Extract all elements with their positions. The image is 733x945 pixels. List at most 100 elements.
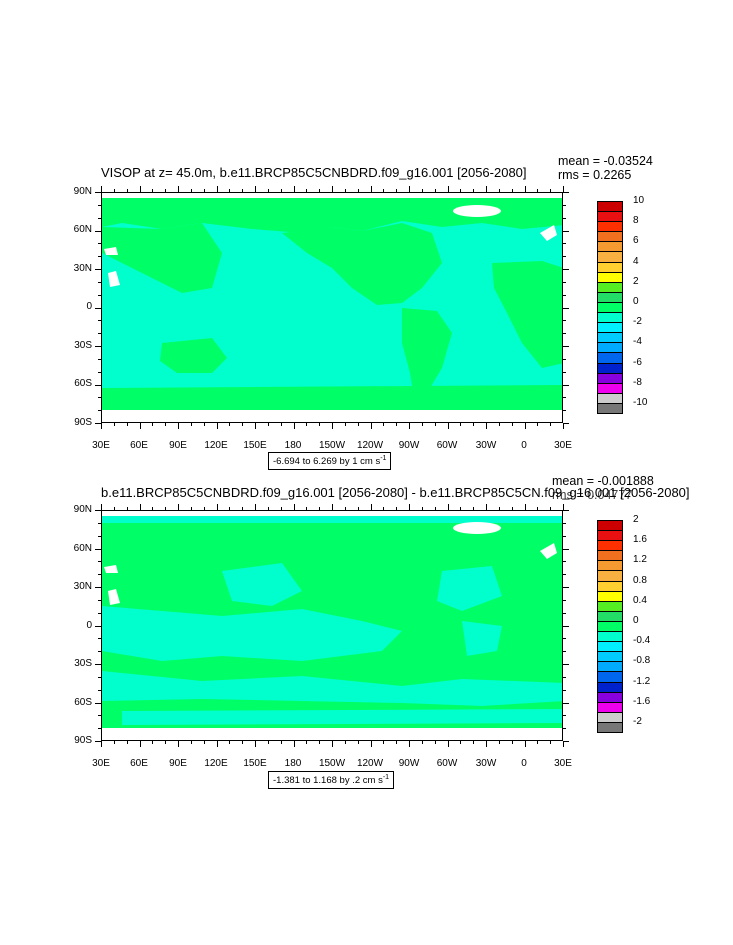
rms-value: rms = 0.2265 bbox=[558, 168, 632, 182]
lat-label: 30N bbox=[73, 263, 92, 274]
tick-mark bbox=[357, 741, 359, 744]
tick-mark bbox=[98, 269, 101, 270]
tick-mark bbox=[563, 728, 566, 730]
tick-mark bbox=[563, 741, 564, 747]
tick-mark bbox=[563, 423, 569, 424]
tick-mark bbox=[229, 423, 231, 426]
tick-mark bbox=[98, 256, 101, 258]
tick-mark bbox=[98, 371, 101, 373]
tick-mark bbox=[216, 189, 218, 192]
tick-mark bbox=[563, 574, 566, 576]
ocean-patch bbox=[122, 709, 562, 725]
tick-mark bbox=[563, 307, 566, 309]
colorbar-label: -2 bbox=[633, 715, 642, 727]
range-text: -6.694 to 6.269 by 1 cm s bbox=[273, 456, 381, 468]
tick-mark bbox=[203, 741, 205, 744]
tick-mark bbox=[267, 423, 269, 426]
tick-mark bbox=[113, 741, 115, 744]
tick-mark bbox=[563, 702, 566, 704]
tick-mark bbox=[293, 423, 295, 426]
tick-mark bbox=[524, 189, 526, 192]
tick-mark bbox=[280, 423, 282, 426]
tick-mark bbox=[421, 507, 423, 510]
tick-mark bbox=[126, 189, 128, 192]
tick-mark bbox=[563, 189, 564, 192]
lon-label: 120W bbox=[356, 440, 384, 451]
tick-mark bbox=[409, 189, 410, 192]
tick-mark bbox=[190, 189, 192, 192]
tick-mark bbox=[98, 217, 101, 219]
tick-mark bbox=[447, 741, 449, 744]
colorbar-swatch bbox=[597, 402, 623, 414]
tick-mark bbox=[165, 423, 167, 426]
tick-mark bbox=[98, 243, 101, 245]
tick-mark bbox=[563, 256, 566, 258]
tick-mark bbox=[563, 587, 566, 588]
tick-mark bbox=[563, 702, 569, 704]
tick-mark bbox=[473, 423, 475, 426]
tick-mark bbox=[563, 243, 566, 245]
asia-landmass bbox=[102, 223, 222, 293]
lat-label: 90S bbox=[74, 735, 92, 746]
tick-mark bbox=[421, 189, 423, 192]
lon-label: 150E bbox=[243, 440, 267, 451]
lon-label: 30E bbox=[92, 440, 110, 451]
no-data-south bbox=[102, 410, 562, 422]
tick-mark bbox=[229, 189, 231, 192]
tick-mark bbox=[255, 423, 256, 426]
europe-mask bbox=[540, 543, 557, 559]
colorbar-label: -4 bbox=[633, 336, 642, 348]
lon-label: 150W bbox=[318, 758, 346, 769]
tick-mark bbox=[152, 741, 154, 744]
lon-label: 180 bbox=[284, 440, 302, 451]
tick-mark bbox=[563, 423, 564, 426]
tick-mark bbox=[267, 507, 269, 510]
tick-mark bbox=[98, 715, 101, 717]
tick-mark bbox=[563, 507, 564, 510]
tick-mark bbox=[98, 664, 101, 665]
tick-mark bbox=[524, 507, 526, 510]
world-map bbox=[101, 510, 563, 741]
lon-label: 90W bbox=[398, 758, 420, 769]
tick-mark bbox=[216, 423, 218, 429]
tick-mark bbox=[98, 423, 101, 424]
tick-mark bbox=[178, 189, 179, 192]
tick-mark bbox=[383, 423, 385, 426]
tick-mark bbox=[98, 384, 101, 386]
tick-mark bbox=[255, 741, 256, 744]
tick-mark bbox=[165, 507, 167, 510]
lon-label: 90E bbox=[169, 440, 187, 451]
tick-mark bbox=[563, 230, 569, 232]
tick-mark bbox=[178, 507, 179, 510]
tick-mark bbox=[98, 728, 101, 730]
tick-mark bbox=[101, 189, 102, 192]
lon-label: 120W bbox=[356, 758, 384, 769]
tick-mark bbox=[306, 423, 308, 426]
colorbar-label: -6 bbox=[633, 356, 642, 368]
tick-mark bbox=[126, 423, 128, 426]
tick-mark bbox=[319, 423, 321, 426]
tick-mark bbox=[563, 599, 566, 601]
greenland-mask bbox=[453, 205, 501, 217]
tick-mark bbox=[409, 741, 410, 744]
contour-range-label: -6.694 to 6.269 by 1 cm s-1 bbox=[268, 452, 392, 471]
tick-mark bbox=[550, 741, 552, 744]
tick-mark bbox=[563, 397, 566, 399]
tick-mark bbox=[98, 281, 101, 283]
tick-mark bbox=[511, 507, 513, 510]
tick-mark bbox=[460, 507, 462, 510]
tick-mark bbox=[486, 423, 487, 426]
lon-label: 60E bbox=[130, 758, 148, 769]
colorbar-swatch bbox=[597, 721, 623, 733]
tick-mark bbox=[370, 423, 372, 429]
tick-mark bbox=[165, 189, 167, 192]
tick-mark bbox=[98, 230, 101, 232]
colorbar-label: 1.2 bbox=[633, 554, 647, 566]
philippines-mask bbox=[108, 589, 120, 605]
tick-mark bbox=[524, 741, 526, 747]
tick-mark bbox=[178, 423, 179, 429]
tick-mark bbox=[537, 741, 539, 744]
tick-mark bbox=[563, 741, 566, 742]
colorbar-label: 4 bbox=[633, 255, 639, 267]
tick-mark bbox=[524, 423, 526, 429]
